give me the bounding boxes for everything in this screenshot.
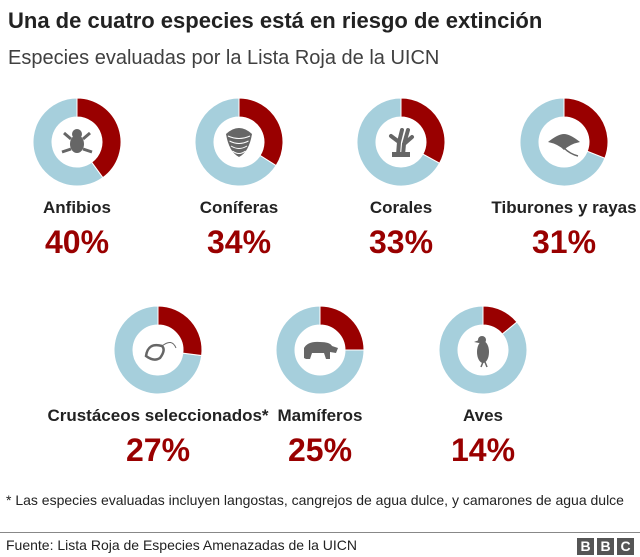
frog-icon — [61, 129, 93, 154]
bear-icon — [304, 341, 338, 359]
percent-label: 33% — [369, 224, 433, 260]
donut-rest-segment — [275, 305, 365, 395]
percent-label: 40% — [45, 224, 109, 260]
donut-2: Corales 33% — [356, 97, 446, 260]
donut-rest-segment — [519, 97, 606, 187]
percent-label: 31% — [532, 224, 596, 260]
donut-at-risk-segment — [319, 305, 365, 351]
donut-at-risk-segment — [400, 97, 446, 164]
bird-icon — [474, 336, 489, 368]
donut-rest-segment — [438, 305, 528, 395]
ray-icon — [548, 134, 580, 157]
donut-4: Crustáceos seleccionados* 27% — [47, 305, 269, 468]
donut-at-risk-segment — [76, 97, 122, 179]
source-text: Fuente: Lista Roja de Especies Amenazada… — [6, 537, 357, 553]
chart-title: Una de cuatro especies está en riesgo de… — [8, 8, 543, 33]
donut-at-risk-segment — [482, 305, 518, 335]
donut-rest-segment — [356, 97, 441, 187]
category-label: Anfibios — [43, 198, 111, 217]
donut-at-risk-segment — [238, 97, 284, 167]
category-label: Crustáceos seleccionados* — [47, 406, 268, 425]
chart-subtitle: Especies evaluadas por la Lista Roja de … — [8, 47, 440, 69]
percent-label: 14% — [451, 432, 515, 468]
footnote: * Las especies evaluadas incluyen langos… — [6, 492, 624, 508]
donut-rest-segment — [113, 305, 203, 395]
percent-label: 27% — [126, 432, 190, 468]
donut-0: Anfibios 40% — [32, 97, 122, 260]
category-label: Tiburones y rayas — [491, 198, 636, 217]
shrimp-icon — [144, 342, 177, 361]
donut-1: Coníferas 34% — [194, 97, 284, 260]
category-label: Aves — [463, 406, 503, 425]
percent-label: 34% — [207, 224, 271, 260]
donut-3: Tiburones y rayas 31% — [491, 97, 637, 260]
donut-6: Aves 14% — [438, 305, 528, 468]
donut-at-risk-segment — [563, 97, 609, 159]
divider — [0, 532, 640, 533]
donut-rest-segment — [32, 97, 104, 187]
donut-rest-segment — [194, 97, 277, 187]
donut-5: Mamíferos 25% — [275, 305, 365, 468]
donut-at-risk-segment — [157, 305, 203, 357]
donut-charts: Anfibios 40% Coníferas 34% Corales 33% Tiburon… — [32, 97, 637, 468]
category-label: Mamíferos — [277, 406, 362, 425]
percent-label: 25% — [288, 432, 352, 468]
coral-icon — [389, 128, 414, 157]
category-label: Corales — [370, 198, 432, 217]
category-label: Coníferas — [200, 198, 278, 217]
pinecone-icon — [226, 128, 252, 157]
